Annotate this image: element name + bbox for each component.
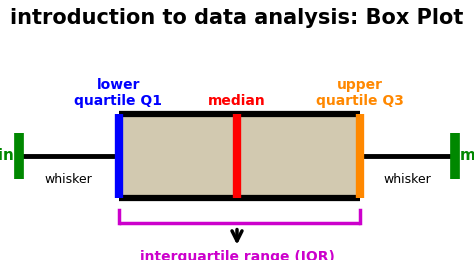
Text: max: max [460,148,474,164]
Text: lower
quartile Q1: lower quartile Q1 [74,78,163,108]
Text: min: min [0,148,14,164]
Text: interquartile range (IQR): interquartile range (IQR) [139,250,335,260]
Text: introduction to data analysis: Box Plot: introduction to data analysis: Box Plot [10,8,464,28]
Text: whisker: whisker [45,173,92,186]
Bar [118,114,360,198]
Text: whisker: whisker [384,173,431,186]
Text: median: median [208,94,266,108]
Text: upper
quartile Q3: upper quartile Q3 [316,78,404,108]
